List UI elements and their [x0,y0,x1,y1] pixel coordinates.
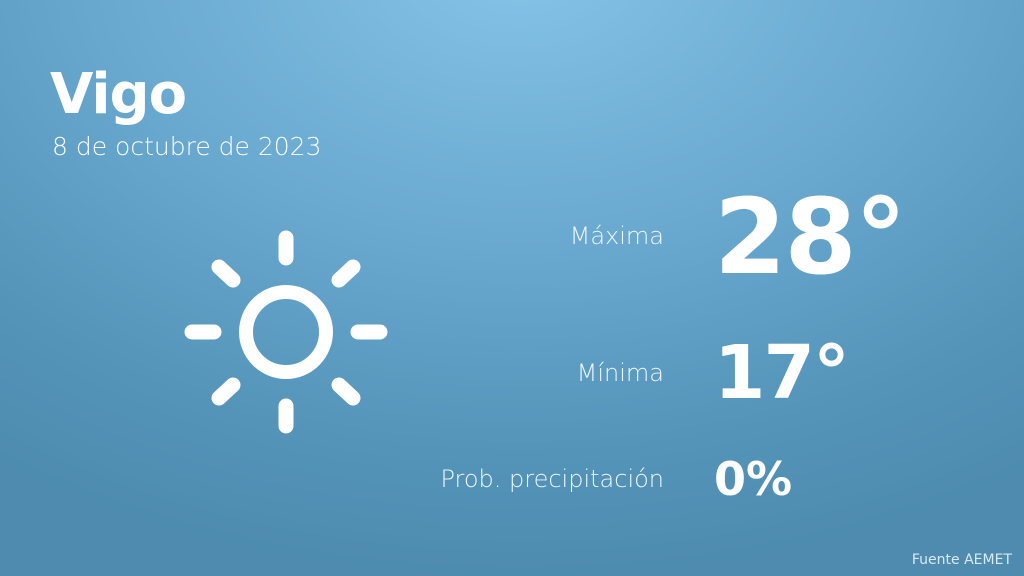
city-name: Vigo [50,62,187,127]
min-label: Mínima [576,359,664,387]
forecast-date: 8 de octubre de 2023 [52,132,322,161]
source-credit: Fuente AEMET [911,552,1012,568]
min-value: 17° [714,330,850,416]
max-value: 28° [714,176,907,298]
sun-icon [184,230,388,434]
precip-label: Prob. precipitación [440,465,664,493]
precip-value: 0% [714,452,793,506]
max-label: Máxima [569,222,664,250]
